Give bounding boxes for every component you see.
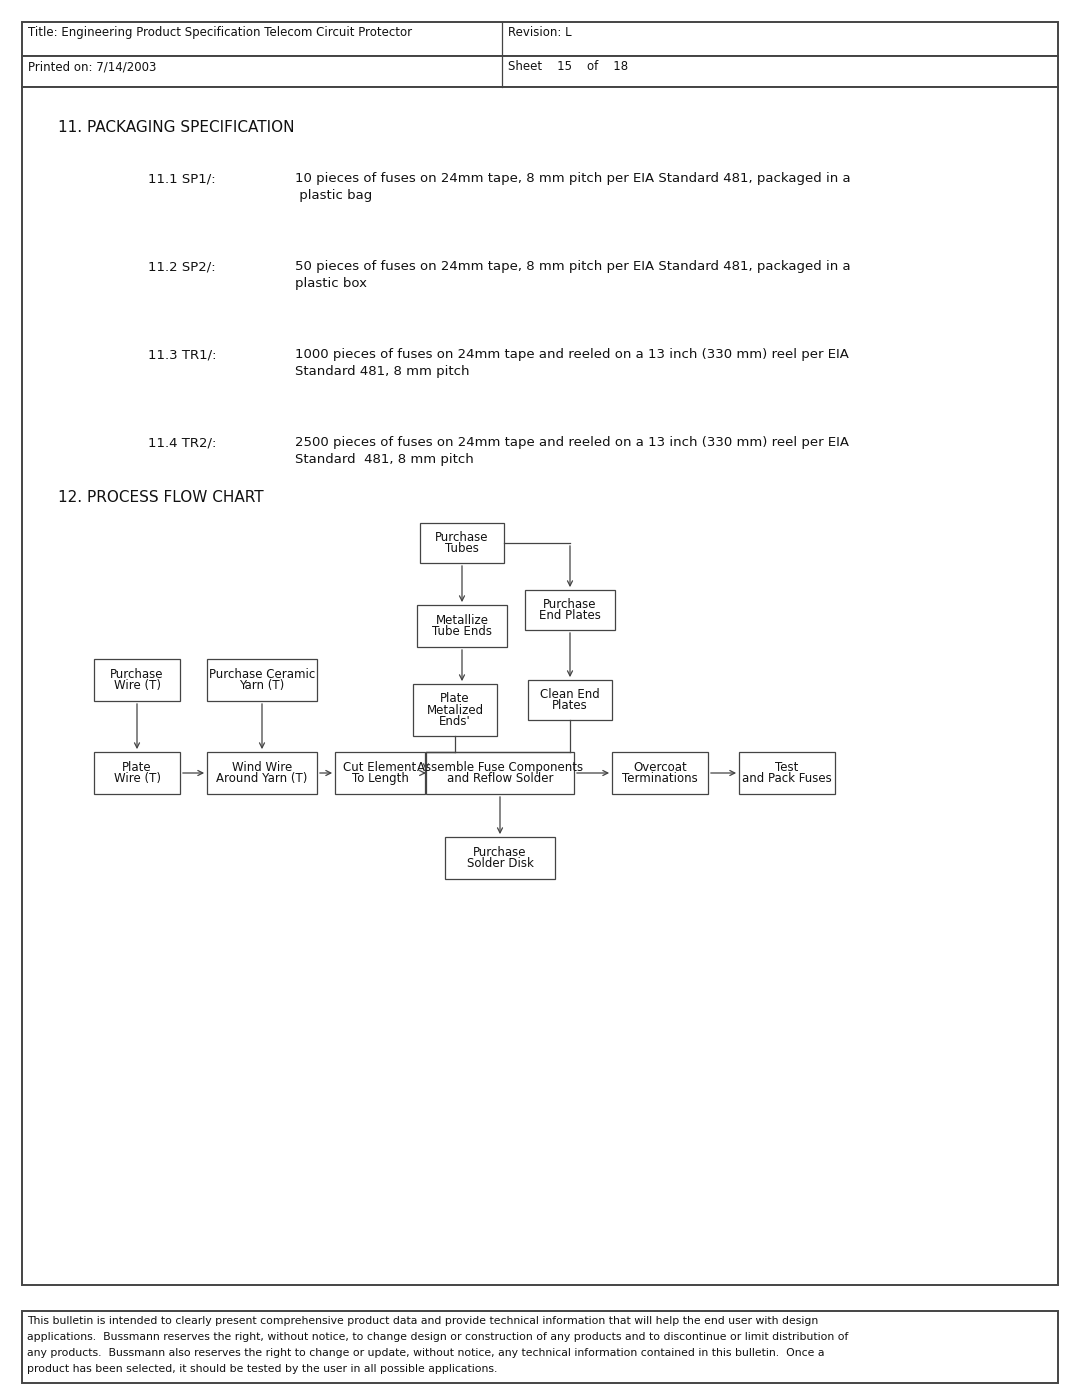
- Bar: [612, 752, 708, 793]
- Text: Ends': Ends': [440, 715, 471, 728]
- Text: End Plates: End Plates: [539, 609, 600, 623]
- Bar: [525, 590, 615, 630]
- Text: Purchase: Purchase: [543, 598, 597, 610]
- Bar: [417, 605, 507, 647]
- Text: Standard 481, 8 mm pitch: Standard 481, 8 mm pitch: [295, 365, 470, 379]
- Text: applications.  Bussmann reserves the right, without notice, to change design or : applications. Bussmann reserves the righ…: [27, 1331, 849, 1343]
- Text: plastic box: plastic box: [295, 277, 367, 291]
- Text: 10 pieces of fuses on 24mm tape, 8 mm pitch per EIA Standard 481, packaged in a: 10 pieces of fuses on 24mm tape, 8 mm pi…: [295, 172, 851, 184]
- Text: Clean End: Clean End: [540, 687, 599, 700]
- Text: 50 pieces of fuses on 24mm tape, 8 mm pitch per EIA Standard 481, packaged in a: 50 pieces of fuses on 24mm tape, 8 mm pi…: [295, 260, 851, 272]
- Text: and Pack Fuses: and Pack Fuses: [742, 773, 832, 785]
- Text: Solder Disk: Solder Disk: [467, 858, 534, 870]
- Text: Metalized: Metalized: [427, 704, 484, 717]
- Bar: [94, 752, 180, 793]
- Bar: [22, 56, 1058, 87]
- Text: Assemble Fuse Components: Assemble Fuse Components: [417, 760, 583, 774]
- Text: Wind Wire: Wind Wire: [232, 760, 292, 774]
- Text: plastic bag: plastic bag: [295, 189, 373, 203]
- Text: Revision: L: Revision: L: [508, 27, 571, 39]
- Text: Overcoat: Overcoat: [633, 760, 687, 774]
- Text: product has been selected, it should be tested by the user in all possible appli: product has been selected, it should be …: [27, 1363, 498, 1375]
- Text: Plate: Plate: [441, 692, 470, 704]
- Text: any products.  Bussmann also reserves the right to change or update, without not: any products. Bussmann also reserves the…: [27, 1348, 824, 1358]
- Text: Test: Test: [775, 760, 799, 774]
- Text: Tube Ends: Tube Ends: [432, 626, 492, 638]
- Text: Metallize: Metallize: [435, 613, 488, 626]
- Text: Tubes: Tubes: [445, 542, 478, 556]
- Text: 11.2 SP2/:: 11.2 SP2/:: [148, 260, 216, 272]
- Bar: [426, 752, 573, 793]
- Text: Around Yarn (T): Around Yarn (T): [216, 773, 308, 785]
- Bar: [739, 752, 835, 793]
- Text: 11. PACKAGING SPECIFICATION: 11. PACKAGING SPECIFICATION: [58, 120, 295, 136]
- Text: Terminations: Terminations: [622, 773, 698, 785]
- Bar: [445, 837, 555, 879]
- Text: Wire (T): Wire (T): [113, 773, 161, 785]
- Bar: [22, 22, 1058, 56]
- Text: Purchase Ceramic: Purchase Ceramic: [208, 668, 315, 680]
- Text: Plates: Plates: [552, 700, 588, 712]
- Text: Purchase: Purchase: [435, 531, 489, 543]
- Text: 11.1 SP1/:: 11.1 SP1/:: [148, 172, 216, 184]
- Bar: [94, 659, 180, 701]
- Bar: [335, 752, 426, 793]
- Text: Wire (T): Wire (T): [113, 679, 161, 693]
- Text: Standard  481, 8 mm pitch: Standard 481, 8 mm pitch: [295, 453, 474, 467]
- Text: 12. PROCESS FLOW CHART: 12. PROCESS FLOW CHART: [58, 490, 264, 504]
- Text: To Length: To Length: [352, 773, 408, 785]
- Text: Purchase: Purchase: [473, 845, 527, 859]
- Bar: [22, 1310, 1058, 1383]
- Text: 11.4 TR2/:: 11.4 TR2/:: [148, 436, 216, 448]
- Text: This bulletin is intended to clearly present comprehensive product data and prov: This bulletin is intended to clearly pre…: [27, 1316, 819, 1326]
- Text: Yarn (T): Yarn (T): [240, 679, 285, 693]
- Text: and Reflow Solder: and Reflow Solder: [447, 773, 553, 785]
- Text: Sheet    15    of    18: Sheet 15 of 18: [508, 60, 629, 73]
- Text: Printed on: 7/14/2003: Printed on: 7/14/2003: [28, 60, 157, 73]
- Bar: [207, 752, 318, 793]
- Bar: [528, 680, 612, 719]
- Text: Purchase: Purchase: [110, 668, 164, 680]
- Text: 2500 pieces of fuses on 24mm tape and reeled on a 13 inch (330 mm) reel per EIA: 2500 pieces of fuses on 24mm tape and re…: [295, 436, 849, 448]
- Bar: [207, 659, 318, 701]
- Bar: [420, 522, 504, 563]
- Text: 11.3 TR1/:: 11.3 TR1/:: [148, 348, 216, 360]
- Text: 1000 pieces of fuses on 24mm tape and reeled on a 13 inch (330 mm) reel per EIA: 1000 pieces of fuses on 24mm tape and re…: [295, 348, 849, 360]
- Text: Cut Element: Cut Element: [343, 760, 417, 774]
- Bar: [413, 685, 497, 736]
- Text: Plate: Plate: [122, 760, 152, 774]
- Bar: [22, 87, 1058, 1285]
- Text: Title: Engineering Product Specification Telecom Circuit Protector: Title: Engineering Product Specification…: [28, 27, 413, 39]
